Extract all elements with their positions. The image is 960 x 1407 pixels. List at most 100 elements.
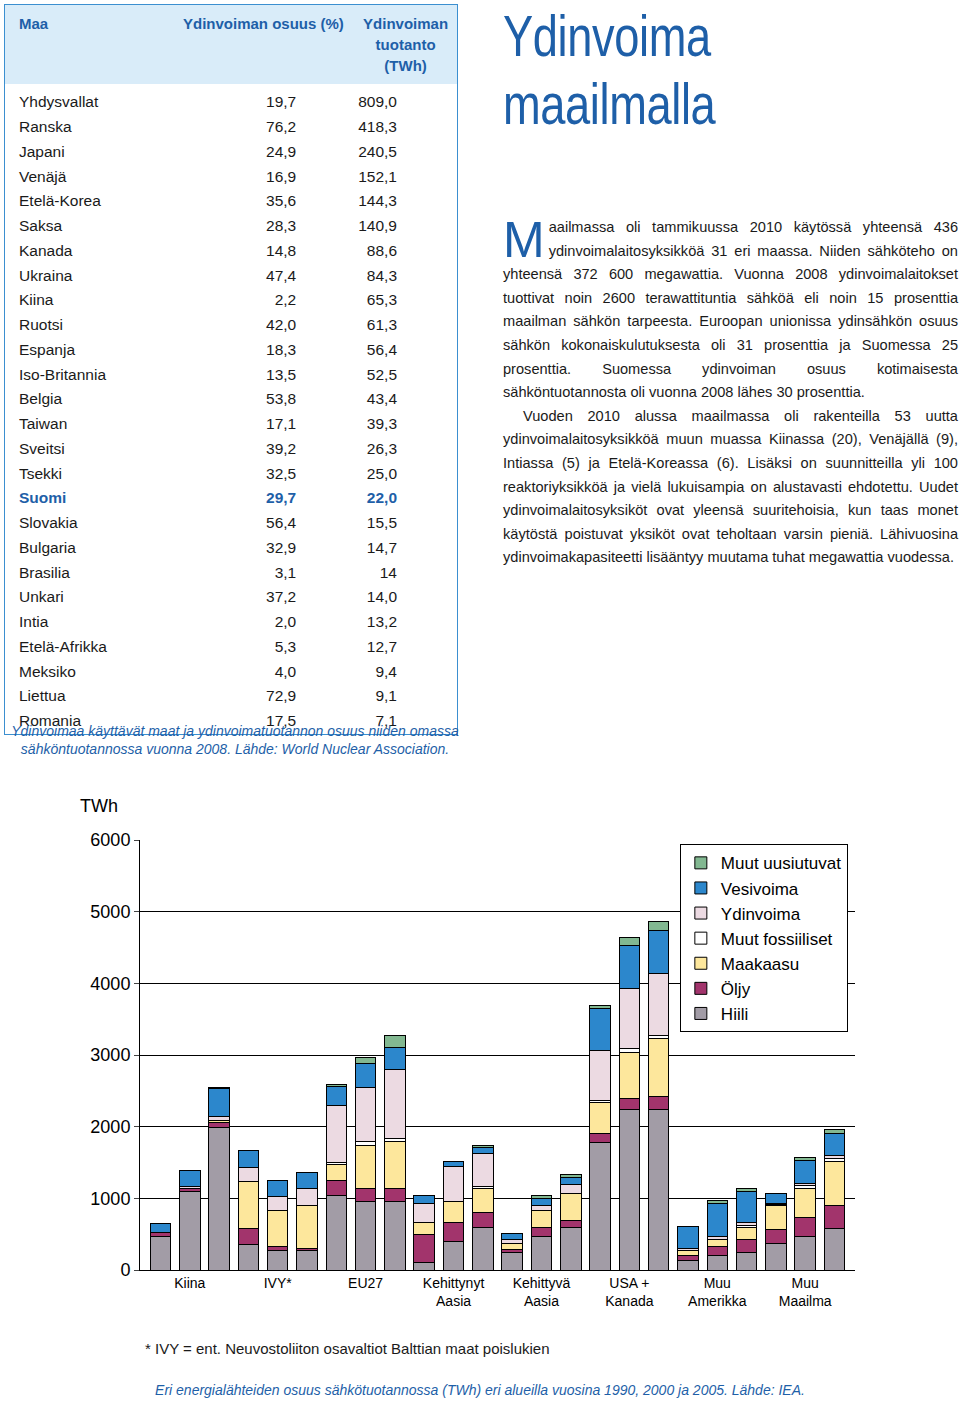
html-text:14,8: 14,8	[266, 241, 297, 259]
html-text:43,4: 43,4	[366, 390, 397, 408]
html-text:42,0: 42,0	[266, 316, 297, 334]
html-text:Vuoden 2010 alussa maailmassa: Vuoden 2010 alussa maailmassa oli rakent…	[503, 407, 958, 566]
html-text:418,3: 418,3	[358, 118, 397, 136]
svg-text:Kiina: Kiina	[174, 1275, 205, 1291]
svg-text:Hiili: Hiili	[721, 1005, 748, 1024]
html-text:Ydinvoimaa käyttävät maat ja y: Ydinvoimaa käyttävät maat ja ydinvoimatu…	[11, 723, 459, 757]
html-text:13,5: 13,5	[266, 365, 297, 383]
html-text:2,0: 2,0	[274, 613, 297, 631]
svg-text:MuuMaailma: MuuMaailma	[779, 1275, 832, 1309]
html-text:Belgia: Belgia	[19, 390, 63, 408]
svg-text:Muut uusiutuvat: Muut uusiutuvat	[721, 854, 841, 873]
svg-text:USA +Kanada: USA +Kanada	[605, 1275, 653, 1309]
html-text:18,3: 18,3	[266, 340, 297, 358]
html-text:Ydinvoiman tuotanto (TWh): Ydinvoiman tuotanto (TWh)	[363, 15, 449, 74]
html-text:52,5: 52,5	[366, 365, 397, 383]
html-text:152,1: 152,1	[358, 167, 397, 185]
html-text:Intia: Intia	[19, 613, 49, 631]
svg-text:Öljy: Öljy	[721, 980, 751, 999]
html-text:aailmassa oli tammikuussa 2010: aailmassa oli tammikuussa 2010 käytössä …	[503, 219, 958, 401]
html-text:Iso-Britannia: Iso-Britannia	[19, 365, 106, 383]
html-text:53,8: 53,8	[266, 390, 297, 408]
html-text:Ukraina: Ukraina	[19, 266, 73, 284]
html-text:Venäjä: Venäjä	[19, 167, 67, 185]
html-text:Kanada: Kanada	[19, 241, 73, 259]
html-text:13,2: 13,2	[366, 613, 397, 631]
html-text:2,2: 2,2	[274, 291, 297, 309]
svg-text:6000: 6000	[90, 830, 130, 850]
html-text:76,2: 76,2	[266, 118, 297, 136]
svg-text:2000: 2000	[90, 1117, 130, 1137]
html-text:39,3: 39,3	[366, 415, 397, 433]
html-text:29,7: 29,7	[266, 489, 297, 507]
html-text:5,3: 5,3	[274, 637, 297, 655]
svg-text:IVY*: IVY*	[264, 1275, 293, 1291]
svg-text:1000: 1000	[90, 1189, 130, 1209]
svg-text:5000: 5000	[90, 902, 130, 922]
html-text:Yhdysvallat: Yhdysvallat	[19, 93, 99, 111]
html-text:Ydinvoima: Ydinvoima	[503, 3, 711, 68]
html-text:Taiwan: Taiwan	[19, 415, 68, 433]
html-text:26,3: 26,3	[366, 439, 397, 457]
html-text:39,2: 39,2	[266, 439, 297, 457]
html-text:Saksa: Saksa	[19, 217, 63, 235]
svg-text:Vesivoima: Vesivoima	[721, 880, 799, 899]
html-text:Brasilia: Brasilia	[19, 563, 70, 581]
html-text:12,7: 12,7	[366, 637, 397, 655]
html-text:Ranska: Ranska	[19, 118, 72, 136]
html-text:61,3: 61,3	[366, 316, 397, 334]
svg-text:3000: 3000	[90, 1045, 130, 1065]
svg-text:Ydinvoima: Ydinvoima	[721, 905, 801, 924]
html-text:16,9: 16,9	[266, 167, 297, 185]
html-text:Bulgaria: Bulgaria	[19, 538, 76, 556]
html-text:19,7: 19,7	[266, 93, 297, 111]
html-text:47,4: 47,4	[266, 266, 297, 284]
svg-text:0: 0	[120, 1260, 130, 1280]
svg-text:KehittyväAasia: KehittyväAasia	[513, 1275, 571, 1309]
html-text:Etelä-Afrikka: Etelä-Afrikka	[19, 637, 107, 655]
html-text:32,5: 32,5	[266, 464, 297, 482]
html-text:Slovakia: Slovakia	[19, 514, 78, 532]
html-text:maailmalla: maailmalla	[503, 71, 716, 136]
html-text:17,1: 17,1	[266, 415, 297, 433]
html-text:88,6: 88,6	[366, 241, 397, 259]
svg-text:MuuAmerikka: MuuAmerikka	[688, 1275, 747, 1309]
html-text:Kiina: Kiina	[19, 291, 54, 309]
html-text:809,0: 809,0	[358, 93, 397, 111]
html-text:25,0: 25,0	[366, 464, 397, 482]
html-text:65,3: 65,3	[366, 291, 397, 309]
svg-text:KehittynytAasia: KehittynytAasia	[423, 1275, 485, 1309]
html-text:56,4: 56,4	[366, 340, 397, 358]
html-text:Ruotsi: Ruotsi	[19, 316, 63, 334]
html-text:Sveitsi: Sveitsi	[19, 439, 65, 457]
html-text:35,6: 35,6	[266, 192, 297, 210]
svg-text:TWh: TWh	[80, 796, 118, 816]
html-text:Tsekki: Tsekki	[19, 464, 63, 482]
html-text:56,4: 56,4	[266, 514, 297, 532]
svg-text:EU27: EU27	[348, 1275, 383, 1291]
html-text:22,0: 22,0	[366, 489, 397, 507]
html-text:Espanja: Espanja	[19, 340, 75, 358]
html-text:37,2: 37,2	[266, 588, 297, 606]
html-text:28,3: 28,3	[266, 217, 297, 235]
html-text:144,3: 144,3	[358, 192, 397, 210]
html-text:140,9: 140,9	[358, 217, 397, 235]
html-text:84,3: 84,3	[366, 266, 397, 284]
html-text:Unkari: Unkari	[19, 588, 64, 606]
html-text:15,5: 15,5	[366, 514, 397, 532]
html-text:14,7: 14,7	[366, 538, 397, 556]
html-text:Etelä-Korea: Etelä-Korea	[19, 192, 101, 210]
html-text:Meksiko: Meksiko	[19, 662, 76, 680]
html-text:24,9: 24,9	[266, 142, 297, 160]
svg-text:Maakaasu: Maakaasu	[721, 955, 799, 974]
html-text:32,9: 32,9	[266, 538, 297, 556]
html-text:14,0: 14,0	[366, 588, 397, 606]
svg-text:Muut fossiiliset: Muut fossiiliset	[721, 930, 833, 949]
html-text:14: 14	[379, 563, 397, 581]
html-text:M: M	[503, 212, 545, 268]
html-text:3,1: 3,1	[274, 563, 297, 581]
html-text:240,5: 240,5	[358, 142, 397, 160]
html-text:Suomi: Suomi	[19, 489, 67, 507]
svg-text:4000: 4000	[90, 974, 130, 994]
html-text:Japani: Japani	[19, 142, 65, 160]
